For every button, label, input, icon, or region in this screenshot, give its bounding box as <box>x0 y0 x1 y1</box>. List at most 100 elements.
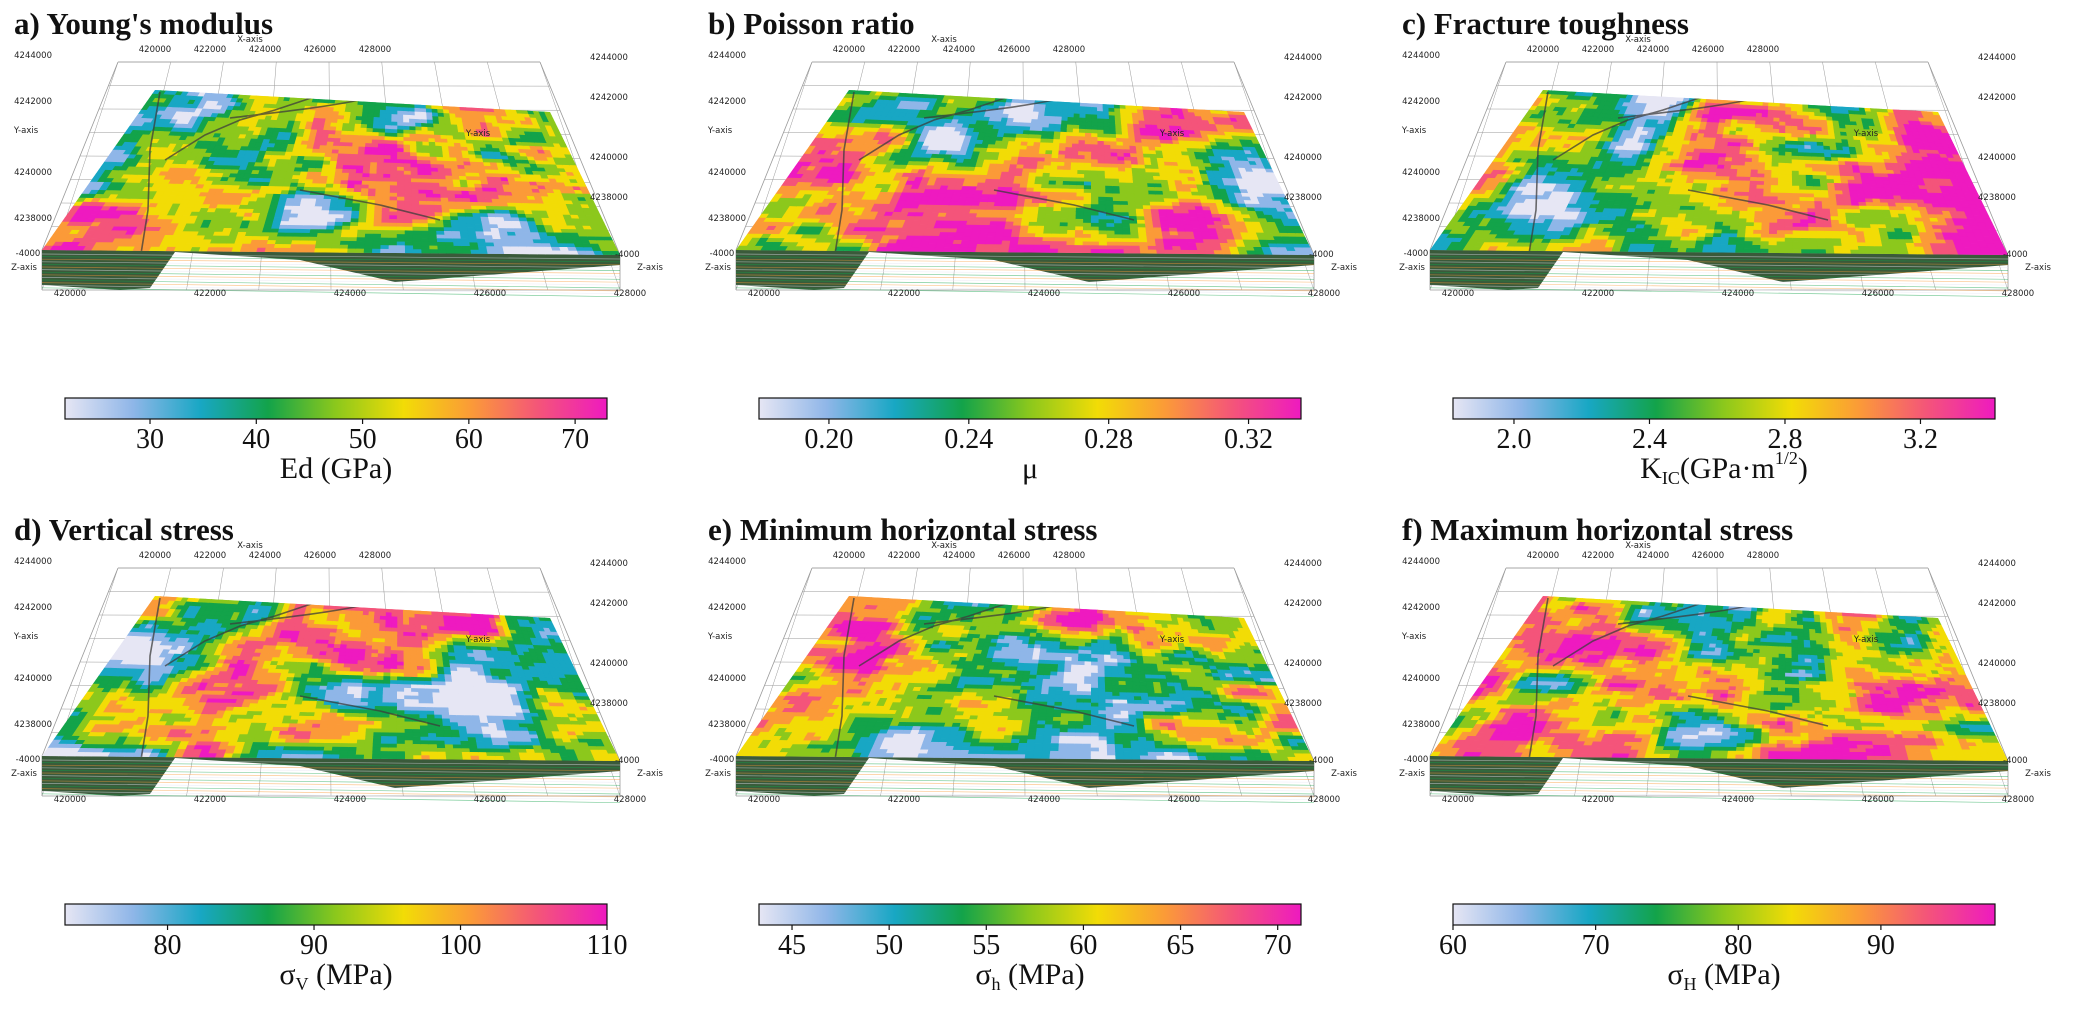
panel-title: f) Maximum horizontal stress <box>1402 512 1794 547</box>
z-tick-right: -4000 <box>2003 756 2028 766</box>
x-tick-bottom: 420000 <box>54 795 86 805</box>
x-tick-top: 426000 <box>304 551 336 561</box>
colorbar-tick-label: 0.32 <box>1224 424 1273 455</box>
y-tick-left: 4244000 <box>708 557 746 567</box>
colorbar-tick-label: 55 <box>972 930 1000 961</box>
panel-title: b) Poisson ratio <box>708 6 915 41</box>
colorbar-label-tail: (MPa) <box>308 958 393 991</box>
panel-1: X-axis Y-axis Y-axis Z-axis Z-axis 420000 4200… <box>0 0 693 506</box>
y-tick-right: 4244000 <box>1284 53 1322 63</box>
x-tick-top: 428000 <box>1747 551 1779 561</box>
x-tick-top: 422000 <box>194 551 226 561</box>
colorbar-label: σV (MPa) <box>0 954 672 995</box>
y-axis-title-left: Y-axis <box>707 632 733 642</box>
y-tick-left: 4238000 <box>708 720 746 730</box>
x-tick-top: 420000 <box>833 45 865 55</box>
y-tick-left: 4242000 <box>708 603 746 613</box>
panel-4: X-axis Y-axis Y-axis Z-axis Z-axis 420000 4200… <box>0 506 693 1012</box>
colorbar-label-sup: 1/2 <box>1774 448 1798 468</box>
x-tick-bottom: 422000 <box>1582 289 1614 299</box>
x-tick-bottom: 428000 <box>1308 289 1340 299</box>
x-tick-top: 426000 <box>1692 45 1724 55</box>
y-tick-right: 4242000 <box>590 93 628 103</box>
panel-3: X-axis Y-axis Y-axis Z-axis Z-axis 420000 4200… <box>1388 0 2081 506</box>
y-tick-right: 4240000 <box>590 153 628 163</box>
x-tick-bottom: 420000 <box>748 289 780 299</box>
colorbar-label: Ed (GPa) <box>0 448 672 489</box>
panel-5: X-axis Y-axis Y-axis Z-axis Z-axis 420000 4200… <box>694 506 1387 1012</box>
z-tick-left: -4000 <box>16 755 41 765</box>
z-axis-title-left: Z-axis <box>1399 769 1425 779</box>
axis-labels: X-axis Y-axis Y-axis Z-axis Z-axis 420000 4200… <box>11 541 663 805</box>
y-tick-left: 4242000 <box>1402 97 1440 107</box>
subsurface-wall <box>41 250 621 298</box>
y-tick-right: 4242000 <box>1978 93 2016 103</box>
y-tick-left: 4244000 <box>14 51 52 61</box>
colorbar-tick-label: 50 <box>349 424 377 455</box>
surface-plot: X-axis Y-axis Y-axis Z-axis Z-axis 420000 4200… <box>11 35 663 455</box>
y-tick-left: 4244000 <box>1402 557 1440 567</box>
subsurface-wall <box>735 250 1315 298</box>
colorbar-tick-label: 60 <box>1439 930 1467 961</box>
colorbar-tick-label: 0.24 <box>944 424 993 455</box>
colorbar: 0.20 0.24 0.28 0.32 <box>758 397 1302 455</box>
colorbar-tick-label: 50 <box>875 930 903 961</box>
colorbar-label: KIC(GPa·m1/2) <box>1388 448 2060 489</box>
y-tick-left: 4240000 <box>708 168 746 178</box>
x-tick-bottom: 420000 <box>54 289 86 299</box>
x-tick-top: 426000 <box>998 551 1030 561</box>
surface-plot: X-axis Y-axis Y-axis Z-axis Z-axis 420000 4200… <box>11 541 663 961</box>
y-tick-right: 4240000 <box>1978 659 2016 669</box>
y-tick-right: 4240000 <box>1978 153 2016 163</box>
colorbar: 60 70 80 90 <box>1439 903 1996 961</box>
y-axis-title-left: Y-axis <box>707 126 733 136</box>
colorbar-tick-label: 100 <box>440 930 482 961</box>
y-axis-title-left: Y-axis <box>1401 126 1427 136</box>
x-tick-top: 420000 <box>139 45 171 55</box>
colorbar: 80 90 100 110 <box>64 903 627 961</box>
x-tick-bottom: 426000 <box>1862 795 1894 805</box>
z-tick-right: -4000 <box>1309 250 1334 260</box>
y-tick-right: 4244000 <box>1978 53 2016 63</box>
y-tick-left: 4242000 <box>14 97 52 107</box>
x-tick-top: 420000 <box>833 551 865 561</box>
panel-title: c) Fracture toughness <box>1402 6 1689 41</box>
colorbar-tick-label: 2.8 <box>1767 424 1802 455</box>
colorbar-label-sub: H <box>1683 974 1697 994</box>
colorbar: 45 50 55 60 65 70 <box>758 903 1302 961</box>
x-axis-title: X-axis <box>1625 35 1651 45</box>
z-tick-left: -4000 <box>16 249 41 259</box>
colorbar-tick-label: 0.28 <box>1084 424 1133 455</box>
y-tick-left: 4242000 <box>708 97 746 107</box>
x-tick-top: 420000 <box>1527 45 1559 55</box>
property-surface <box>1430 596 2008 761</box>
y-tick-right: 4238000 <box>1978 699 2016 709</box>
colorbar-label-main: σ <box>975 958 992 991</box>
y-tick-left: 4242000 <box>1402 603 1440 613</box>
property-surface <box>736 596 1314 761</box>
colorbar-tick-label: 2.0 <box>1496 424 1531 455</box>
y-tick-right: 4238000 <box>590 699 628 709</box>
z-axis-title-left: Z-axis <box>1399 263 1425 273</box>
surface-plot: X-axis Y-axis Y-axis Z-axis Z-axis 420000 4200… <box>705 35 1357 455</box>
y-tick-left: 4238000 <box>1402 720 1440 730</box>
y-tick-left: 4244000 <box>708 51 746 61</box>
subsurface-wall <box>1429 756 2009 804</box>
x-tick-bottom: 428000 <box>2002 289 2034 299</box>
y-axis-title-left: Y-axis <box>13 126 39 136</box>
colorbar-label-main: K <box>1640 452 1662 485</box>
x-tick-top: 428000 <box>359 45 391 55</box>
z-tick-right: -4000 <box>1309 756 1334 766</box>
x-tick-bottom: 428000 <box>614 795 646 805</box>
x-tick-bottom: 422000 <box>194 795 226 805</box>
z-axis-title-right: Z-axis <box>637 263 663 273</box>
x-tick-top: 422000 <box>888 45 920 55</box>
colorbar-tick-label: 80 <box>1724 930 1752 961</box>
z-axis-title-left: Z-axis <box>11 263 37 273</box>
axis-labels: X-axis Y-axis Y-axis Z-axis Z-axis 420000 4200… <box>1399 541 2051 805</box>
x-tick-top: 426000 <box>304 45 336 55</box>
colorbar-label: μ <box>694 448 1366 489</box>
y-axis-title-right: Y-axis <box>1853 129 1879 139</box>
colorbar-tick-label: 90 <box>300 930 328 961</box>
panel-6: X-axis Y-axis Y-axis Z-axis Z-axis 420000 4200… <box>1388 506 2081 1012</box>
